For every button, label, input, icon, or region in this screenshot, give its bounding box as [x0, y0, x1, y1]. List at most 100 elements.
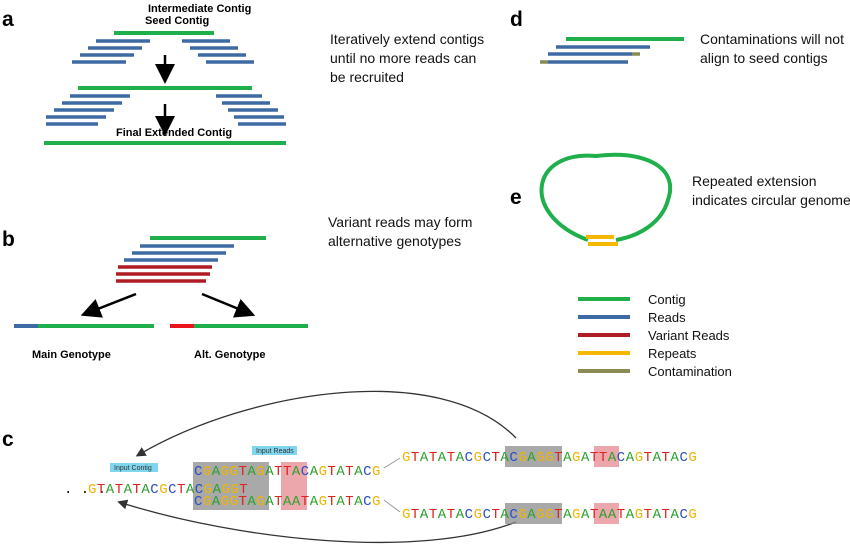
- nucleotide: A: [141, 482, 150, 498]
- nucleotide: A: [456, 507, 465, 523]
- nucleotide: A: [247, 494, 256, 510]
- extended-sequence-2: GTATATACGCTACGAGGTAGATAATAGTATACG: [402, 507, 697, 523]
- nucleotide: C: [483, 450, 491, 466]
- nucleotide: A: [212, 464, 221, 480]
- nucleotide: A: [438, 450, 447, 466]
- panel-e-label: e: [510, 186, 522, 209]
- nucleotide: G: [372, 464, 380, 480]
- nucleotide: C: [194, 494, 202, 510]
- nucleotide: T: [239, 482, 247, 498]
- overlap-box-ext2: [505, 503, 562, 524]
- nucleotide: G: [230, 494, 238, 510]
- alt-genotype-label: Alt. Genotype: [194, 349, 266, 361]
- nucleotide: A: [336, 494, 345, 510]
- nucleotide: G: [222, 482, 230, 498]
- legend-label: Repeats: [648, 346, 697, 361]
- nucleotide: A: [500, 507, 509, 523]
- curved-arrow-top: [135, 390, 517, 457]
- nucleotide: A: [581, 450, 590, 466]
- nucleotide: A: [336, 464, 345, 480]
- nucleotide: G: [545, 507, 553, 523]
- nucleotide: G: [402, 450, 410, 466]
- panel-e-caption: Repeated extension indicates circular ge…: [692, 173, 850, 208]
- nucleotide: G: [203, 464, 211, 480]
- main-genotype-label: Main Genotype: [32, 349, 111, 361]
- nucleotide: A: [563, 450, 572, 466]
- nucleotide: A: [292, 464, 301, 480]
- nucleotide: C: [195, 482, 203, 498]
- nucleotide: G: [572, 450, 580, 466]
- nucleotide: C: [168, 482, 176, 498]
- nucleotide: G: [256, 494, 264, 510]
- contig-ellipsis: . . .: [64, 482, 106, 498]
- extended-sequence-1: GTATATACGCTACGAGGTAGATTACAGTATACG: [402, 450, 697, 466]
- nucleotide: T: [115, 482, 123, 498]
- nucleotide: G: [474, 507, 482, 523]
- nucleotide: T: [345, 494, 353, 510]
- arrow-alt-genotype: [201, 292, 256, 318]
- nucleotide: T: [328, 494, 336, 510]
- nucleotide: T: [599, 450, 607, 466]
- nucleotide: T: [328, 464, 336, 480]
- nucleotide: A: [626, 450, 635, 466]
- nucleotide: T: [274, 494, 282, 510]
- nucleotide: T: [554, 507, 562, 523]
- input-contig-sequence: GTATATACGCTACGAGGT: [88, 482, 248, 498]
- nucleotide: A: [608, 507, 617, 523]
- nucleotide: T: [662, 507, 670, 523]
- panel-d-label: d: [510, 8, 523, 31]
- nucleotide: C: [483, 507, 491, 523]
- nucleotide: A: [106, 482, 115, 498]
- input-contig-tag: Input Contig: [114, 465, 152, 472]
- overlap-box-reads: [193, 462, 269, 510]
- nucleotide: G: [319, 464, 327, 480]
- nucleotide: A: [563, 507, 572, 523]
- nucleotide: T: [662, 450, 670, 466]
- nucleotide: A: [438, 507, 447, 523]
- connector-line: [383, 457, 401, 469]
- nucleotide: C: [363, 494, 371, 510]
- input-reads-tag: Input Reads: [256, 448, 294, 455]
- circular-contig: [539, 152, 672, 242]
- nucleotide: T: [590, 450, 598, 466]
- panel-c: c Input Contig Input Reads . . . GTATATA…: [2, 390, 697, 544]
- legend: Contig Reads Variant Reads Repeats Contamina…: [578, 292, 732, 379]
- nucleotide: A: [581, 507, 590, 523]
- nucleotide: C: [363, 464, 371, 480]
- nucleotide: T: [97, 482, 105, 498]
- nucleotide: A: [212, 494, 221, 510]
- nucleotide: G: [204, 482, 212, 498]
- nucleotide: T: [274, 464, 282, 480]
- connector-line: [383, 499, 401, 513]
- nucleotide: G: [572, 507, 580, 523]
- nucleotide: G: [221, 494, 229, 510]
- nucleotide: G: [256, 464, 264, 480]
- nucleotide: C: [680, 450, 688, 466]
- nucleotide: T: [429, 507, 437, 523]
- panel-c-label: c: [2, 428, 14, 451]
- nucleotide: T: [345, 464, 353, 480]
- nucleotide: A: [527, 507, 536, 523]
- panel-b-label: b: [2, 228, 15, 251]
- nucleotide: G: [635, 507, 643, 523]
- nucleotide: G: [221, 464, 229, 480]
- panel-b-caption: Variant reads may form alternative genot…: [328, 214, 476, 249]
- nucleotide: C: [465, 450, 473, 466]
- nucleotide: A: [671, 507, 680, 523]
- nucleotide: T: [239, 494, 247, 510]
- nucleotide: T: [554, 450, 562, 466]
- nucleotide: T: [492, 507, 500, 523]
- final-contig-label: Final Extended Contig: [116, 127, 232, 139]
- variant-box-ext2: [594, 503, 619, 524]
- nucleotide: C: [509, 450, 517, 466]
- nucleotide: T: [239, 464, 247, 480]
- nucleotide: G: [474, 450, 482, 466]
- nucleotide: T: [492, 450, 500, 466]
- nucleotide: A: [653, 507, 662, 523]
- nucleotide: A: [653, 450, 662, 466]
- variant-box-ext1: [594, 446, 619, 467]
- nucleotide: G: [688, 507, 696, 523]
- curved-arrow-bottom: [117, 499, 517, 544]
- intermediate-contig-label: Intermediate Contig: [148, 3, 251, 15]
